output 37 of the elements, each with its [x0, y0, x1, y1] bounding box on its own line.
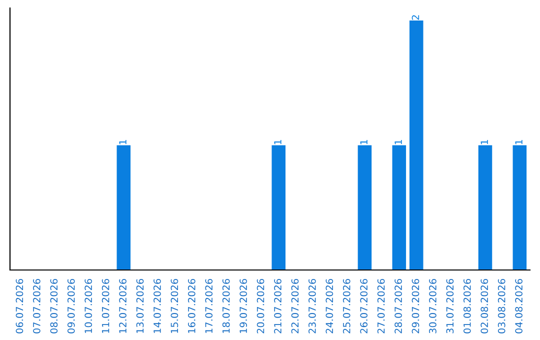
data-label: 1 — [360, 140, 368, 144]
x-tick-label: 20.07.2026 — [256, 278, 264, 334]
data-label: 1 — [394, 140, 402, 144]
data-label: 1 — [480, 140, 488, 144]
data-label: 2 — [412, 15, 420, 20]
x-tick-label: 09.07.2026 — [67, 278, 75, 334]
x-tick-label: 19.07.2026 — [240, 278, 247, 333]
x-tick-label: 31.07.2026 — [446, 278, 454, 334]
data-label: 1 — [274, 140, 282, 144]
x-tick-label: 15.07.2026 — [170, 278, 178, 333]
x-tick-label: 29.07.2026 — [412, 278, 420, 334]
x-tick-label: 12.07.2026 — [119, 278, 126, 333]
x-tick-label: 26.07.2026 — [360, 278, 368, 334]
x-tick-label: 10.07.2026 — [84, 278, 92, 333]
x-tick-label: 01.08.2026 — [463, 278, 471, 334]
x-tick-label: 04.08.2026 — [515, 278, 522, 334]
x-tick-label: 16.07.2026 — [188, 278, 196, 333]
x-tick-label: 13.07.2026 — [136, 278, 144, 333]
x-tick-label: 30.07.2026 — [429, 278, 436, 334]
x-tick-label: 25.07.2026 — [342, 278, 350, 334]
x-tick-label: 11.07.2026 — [102, 278, 110, 333]
x-tick-label: 28.07.2026 — [394, 278, 402, 334]
x-tick-label: 23.07.2026 — [308, 278, 316, 334]
x-tick-label: 08.07.2026 — [50, 278, 58, 334]
x-tick-label: 17.07.2026 — [205, 278, 213, 333]
x-tick-label: 03.08.2026 — [498, 278, 506, 334]
x-tick-label: 07.07.2026 — [33, 278, 40, 334]
data-label: 1 — [515, 140, 522, 144]
x-tick-label: 21.07.2026 — [274, 278, 282, 334]
x-tick-label: 06.07.2026 — [16, 278, 24, 334]
x-tick-label: 18.07.2026 — [222, 278, 230, 333]
x-tick-label: 02.08.2026 — [480, 278, 488, 334]
x-tick-label: 24.07.2026 — [326, 278, 334, 334]
x-tick-label: 14.07.2026 — [154, 278, 161, 333]
data-label: 1 — [119, 140, 126, 144]
x-tick-label: 22.07.2026 — [291, 278, 299, 334]
x-tick-label: 27.07.2026 — [377, 278, 385, 334]
